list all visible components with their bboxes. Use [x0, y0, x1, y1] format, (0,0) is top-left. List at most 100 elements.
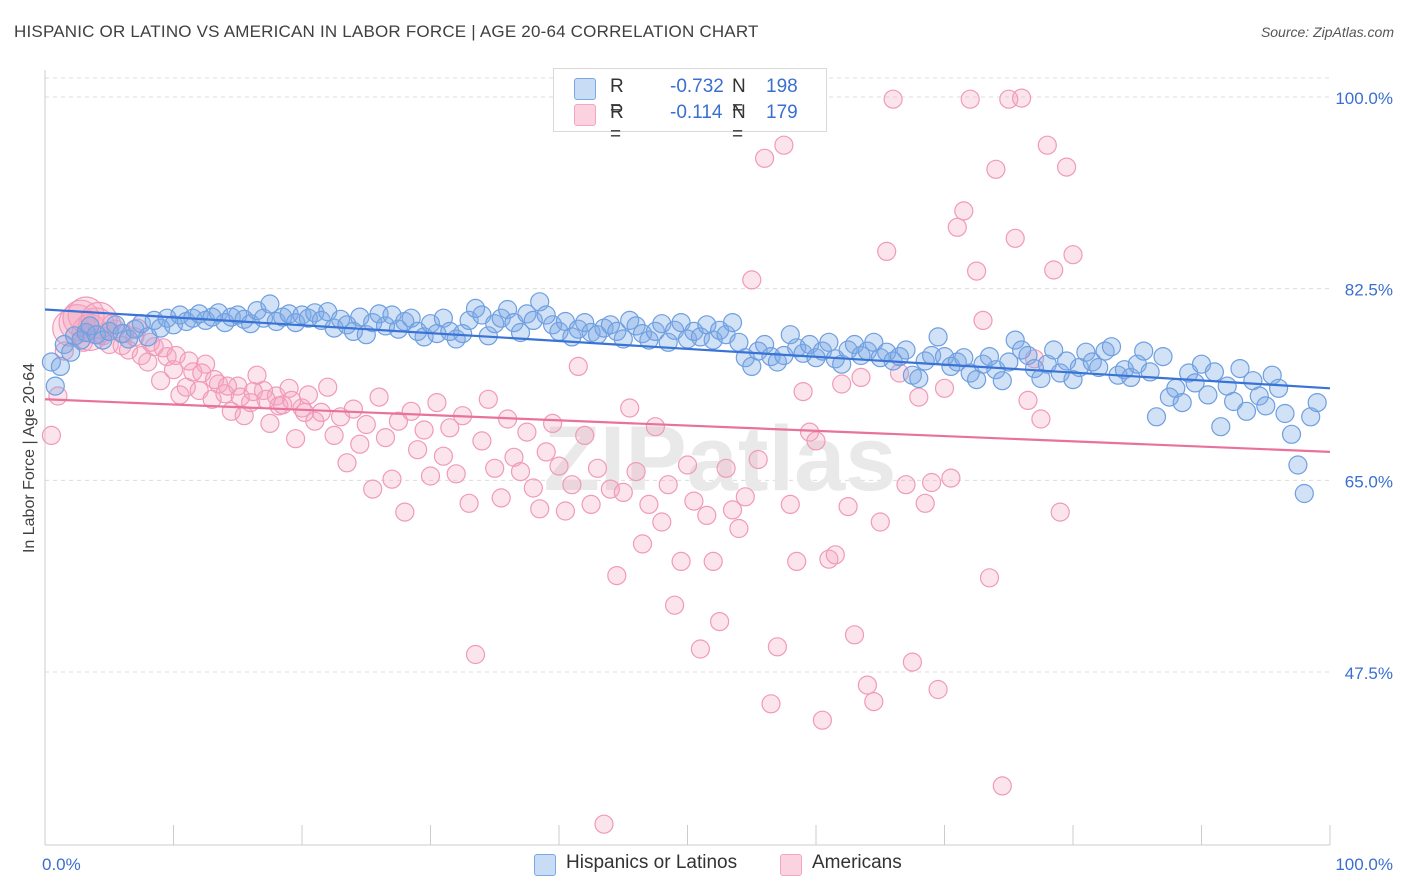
data-point-americans [877, 241, 897, 261]
data-point-hispanic [1076, 342, 1096, 362]
data-point-americans [754, 148, 775, 168]
data-point-americans [318, 377, 338, 397]
data-point-americans [523, 478, 543, 498]
data-point-americans [151, 371, 171, 391]
data-point-americans [915, 493, 935, 513]
data-point-hispanic [722, 313, 743, 333]
x-tick-label: 0.0% [42, 855, 81, 874]
data-point-americans [954, 201, 974, 221]
data-point-americans [337, 453, 357, 473]
y-tick-label: 47.5% [1345, 664, 1393, 683]
data-point-americans [1044, 260, 1064, 280]
legend-label: Hispanics or Latinos [566, 852, 738, 873]
data-point-americans [562, 475, 582, 495]
data-point-americans [1037, 135, 1057, 155]
data-point-americans [260, 413, 280, 433]
x-tick-label: 100.0% [1335, 855, 1393, 874]
trend-line-americans [44, 398, 1331, 453]
data-point-hispanic [1236, 401, 1257, 421]
data-point-hispanic [575, 313, 595, 333]
data-point-americans [269, 396, 289, 416]
data-point-americans [427, 393, 447, 413]
data-point-americans [716, 458, 736, 478]
legend-swatch-americans [574, 104, 596, 126]
n-value: 179 [766, 102, 798, 123]
legend-swatch-hispanic [534, 854, 556, 876]
data-point-americans [478, 389, 498, 409]
data-point-americans [163, 360, 184, 380]
data-point-americans [581, 494, 601, 514]
data-point-americans [536, 442, 556, 462]
tick-labels: 47.5% 65.0% 82.5% 100.0% 0.0% 100.0% [42, 89, 1393, 874]
data-point-americans [658, 475, 678, 495]
r-value: -0.732 [670, 76, 724, 97]
data-point-americans [363, 479, 383, 499]
legend-swatch-americans [780, 854, 802, 876]
data-point-americans [140, 332, 160, 352]
data-point-americans [420, 466, 441, 486]
data-point-hispanic [1275, 403, 1295, 424]
data-point-americans [179, 351, 199, 371]
data-point-hispanic [163, 315, 184, 335]
data-point-hispanic [1089, 357, 1109, 378]
y-tick-label: 82.5% [1345, 281, 1393, 300]
data-point-hispanic [41, 352, 62, 372]
data-point-americans [979, 568, 1000, 588]
data-point-americans [575, 425, 595, 445]
data-point-hispanic [613, 329, 633, 349]
data-point-americans [510, 462, 531, 482]
data-point-americans [1018, 390, 1038, 410]
data-point-americans [594, 814, 614, 834]
data-point-hispanic [1268, 378, 1289, 398]
data-point-americans [568, 356, 588, 376]
data-point-hispanic [999, 352, 1019, 372]
data-point-americans [832, 374, 852, 394]
data-point-hispanic [1249, 386, 1269, 406]
data-point-americans [966, 261, 987, 281]
data-point-americans [671, 551, 691, 572]
data-point-americans [793, 382, 813, 402]
data-point-americans [645, 417, 666, 437]
data-point-hispanic [1223, 391, 1244, 412]
data-point-americans [722, 500, 743, 520]
data-point-hispanic [626, 316, 646, 336]
data-point-americans [883, 89, 903, 109]
data-point-hispanic [536, 305, 556, 325]
data-point-americans [780, 494, 800, 514]
data-point-americans [684, 491, 704, 511]
data-point-hispanic [1153, 347, 1173, 367]
data-point-americans [774, 135, 794, 155]
data-point-americans [838, 497, 858, 517]
data-point-hispanic [645, 321, 666, 341]
data-point-americans [896, 475, 916, 495]
data-point-hispanic [118, 329, 139, 349]
legend-label: Americans [812, 852, 902, 873]
data-point-americans [742, 270, 762, 290]
data-point-americans [844, 625, 865, 645]
data-point-hispanic [896, 340, 916, 360]
data-point-americans [870, 512, 890, 532]
data-point-hispanic [992, 371, 1012, 391]
r-label: R = [610, 102, 624, 145]
data-point-americans [166, 345, 186, 366]
trend-lines [44, 308, 1331, 453]
data-point-hispanic [1256, 396, 1276, 416]
data-point-americans [729, 518, 749, 539]
data-point-americans [401, 401, 421, 421]
data-point-americans [934, 378, 955, 398]
axes [44, 70, 1331, 846]
data-point-americans [555, 501, 576, 521]
data-point-americans [1056, 157, 1077, 177]
data-point-hispanic [607, 321, 627, 341]
data-point-americans [491, 488, 511, 508]
data-point-americans [664, 595, 685, 615]
data-point-hispanic [1185, 373, 1205, 393]
data-point-americans [472, 431, 492, 451]
data-point-americans [992, 776, 1012, 796]
data-point-americans [388, 411, 408, 431]
legend-swatch-hispanic [574, 78, 596, 100]
data-point-hispanic [690, 327, 711, 347]
data-point-hispanic [1101, 337, 1122, 357]
n-label: N = [732, 76, 746, 119]
